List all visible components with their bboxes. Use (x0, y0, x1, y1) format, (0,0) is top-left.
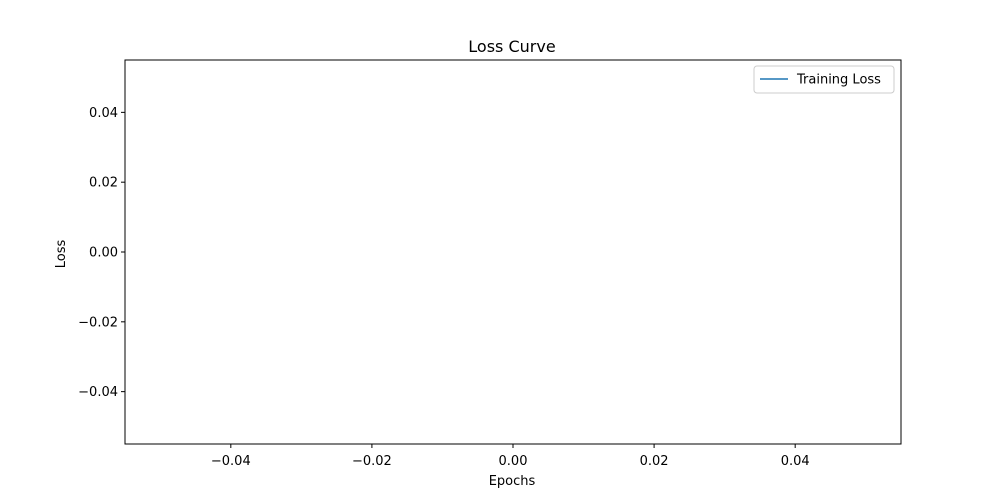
y-tick-label: 0.04 (89, 106, 118, 121)
x-tick-label: −0.02 (352, 454, 392, 469)
y-axis-ticks: 0.04 0.02 0.00 −0.02 −0.04 (78, 106, 125, 400)
plot-frame (124, 59, 902, 445)
legend: Training Loss (753, 65, 895, 94)
y-tick-label: −0.02 (78, 315, 118, 330)
y-tick-label: −0.04 (78, 385, 118, 400)
x-axis-label: Epochs (489, 474, 536, 489)
x-tick-label: 0.00 (499, 454, 528, 469)
x-tick-label: 0.02 (640, 454, 669, 469)
legend-box (753, 65, 895, 94)
chart-title: Loss Curve (468, 37, 555, 56)
legend-label-training-loss: Training Loss (796, 73, 881, 88)
y-tick-label: 0.02 (89, 176, 118, 191)
y-tick-label: 0.00 (89, 246, 118, 261)
x-axis-ticks: −0.04 −0.02 0.00 0.02 0.04 (211, 444, 810, 469)
x-tick-label: 0.04 (781, 454, 810, 469)
y-axis-label: Loss (54, 240, 69, 269)
x-tick-label: −0.04 (211, 454, 251, 469)
plot-area (125, 60, 901, 444)
